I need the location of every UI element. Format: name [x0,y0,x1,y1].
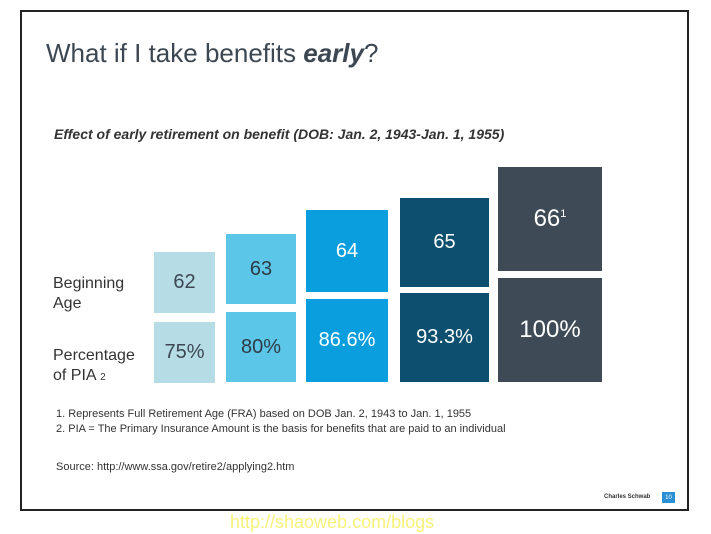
pia-box-93-3: 93.3% [400,293,489,382]
row-label-age: Beginning Age [53,275,125,312]
row-label-percentage: Percentage of PIA 2 [53,347,135,384]
age-box-62: 62 [154,252,215,313]
pia-box-75: 75% [154,322,215,383]
page-number: 10 [662,492,675,503]
brand-logo-text: Charles Schwab [604,494,651,500]
pia-box-86-6: 86.6% [306,299,388,382]
age-box-65: 65 [400,198,489,287]
footnote-1: 1. Represents Full Retirement Age (FRA) … [56,408,472,420]
slide-title: What if I take benefits early? [46,38,379,68]
pia-box-100: 100% [498,278,602,382]
age-box-63: 63 [226,234,296,304]
pia-box-80: 80% [226,312,296,382]
source-note: Source: http://www.ssa.gov/retire2/apply… [56,461,295,473]
chart-subtitle: Effect of early retirement on benefit (D… [54,126,505,142]
age-box-66: 661 [498,167,602,271]
age-box-64: 64 [306,210,388,292]
watermark-text: http://shaoweb.com/blogs [230,512,435,532]
footnote-2: 2. PIA = The Primary Insurance Amount is… [56,423,506,435]
